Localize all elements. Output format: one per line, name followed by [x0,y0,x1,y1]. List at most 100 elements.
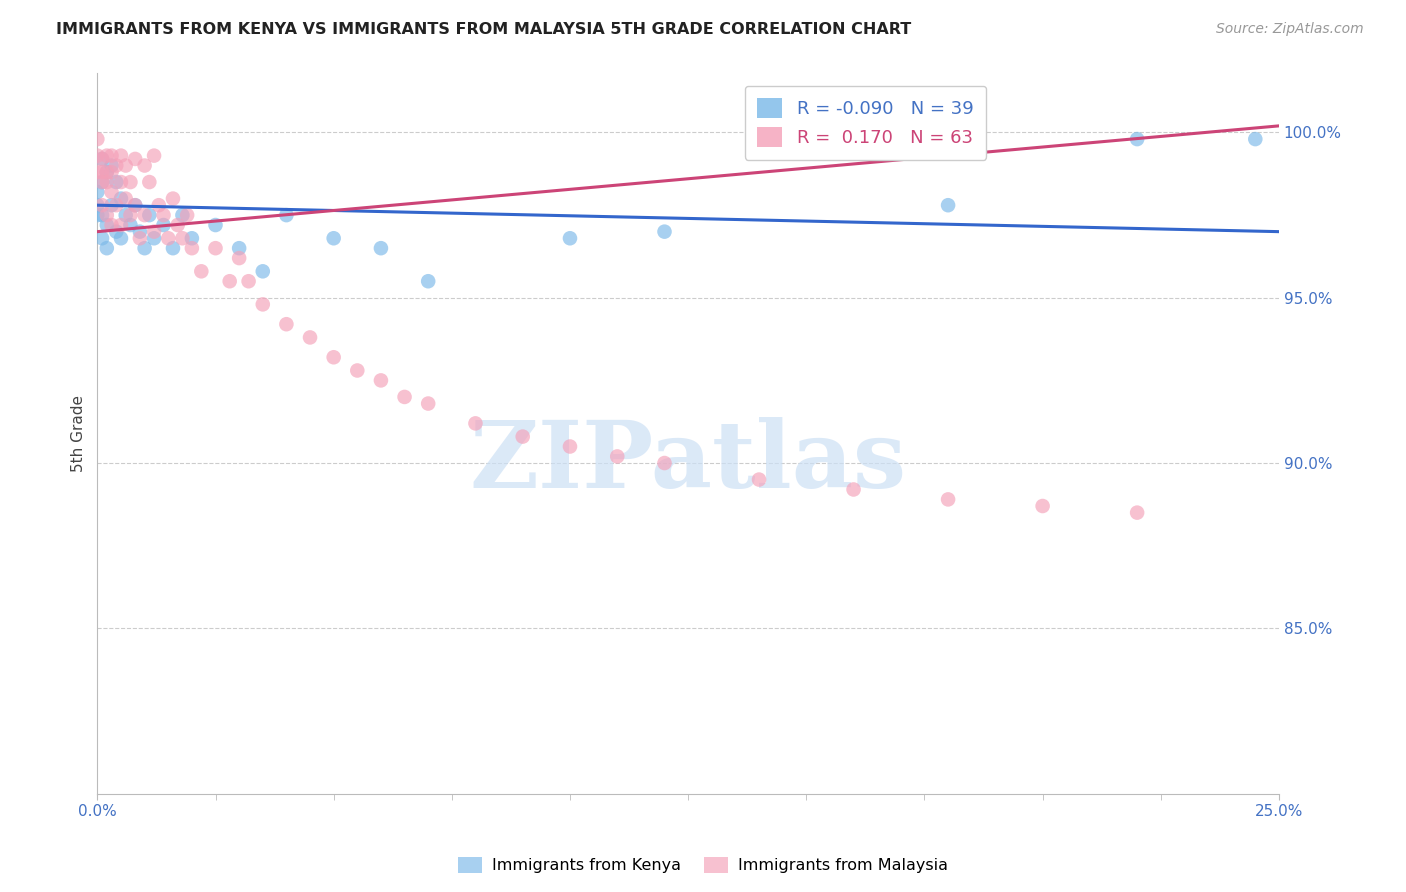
Point [86,148,108,162]
Point [138,208,160,222]
Legend: Immigrants from Kenya, Immigrants from Malaysia: Immigrants from Kenya, Immigrants from M… [451,850,955,880]
Point [96,241,118,255]
Point [143,148,166,162]
Point [180,231,202,245]
Point [134,241,156,255]
Point [936,198,959,212]
Point [166,218,188,232]
Point [128,231,150,245]
Point [654,225,676,239]
Point [748,473,770,487]
Point [86,185,108,199]
Point [91,152,114,166]
Point [110,175,132,189]
Point [1244,132,1267,146]
Point [558,440,581,454]
Point [512,429,534,443]
Point [96,218,118,232]
Point [110,218,132,232]
Point [96,148,118,162]
Legend: R = -0.090   N = 39, R =  0.170   N = 63: R = -0.090 N = 39, R = 0.170 N = 63 [745,86,987,160]
Point [418,274,440,288]
Point [152,208,174,222]
Point [110,148,132,162]
Point [322,231,344,245]
Point [105,225,128,239]
Point [91,175,114,189]
Point [96,175,118,189]
Point [276,317,298,331]
Point [143,225,166,239]
Point [370,241,392,255]
Point [114,192,136,206]
Point [172,231,194,245]
Point [128,225,150,239]
Point [120,208,142,222]
Point [134,208,156,222]
Point [124,198,146,212]
Point [114,208,136,222]
Point [228,241,250,255]
Point [204,241,226,255]
Point [464,417,486,431]
Point [100,148,122,162]
Point [606,450,628,464]
Point [86,208,108,222]
Point [110,192,132,206]
Point [418,396,440,410]
Point [654,456,676,470]
Point [114,159,136,173]
Text: IMMIGRANTS FROM KENYA VS IMMIGRANTS FROM MALAYSIA 5TH GRADE CORRELATION CHART: IMMIGRANTS FROM KENYA VS IMMIGRANTS FROM… [56,22,911,37]
Point [299,330,322,344]
Point [276,208,298,222]
Point [394,390,416,404]
Point [176,208,198,222]
Point [157,231,180,245]
Point [105,159,128,173]
Point [124,152,146,166]
Point [86,165,108,179]
Point [1126,506,1149,520]
Point [936,492,959,507]
Point [228,251,250,265]
Point [1126,132,1149,146]
Point [558,231,581,245]
Point [110,231,132,245]
Point [152,218,174,232]
Point [100,198,122,212]
Point [204,218,226,232]
Point [91,175,114,189]
Point [105,198,128,212]
Point [86,198,108,212]
Point [100,159,122,173]
Point [138,175,160,189]
Point [96,165,118,179]
Point [100,185,122,199]
Point [100,165,122,179]
Point [218,274,240,288]
Point [91,152,114,166]
Point [91,165,114,179]
Point [105,175,128,189]
Point [370,373,392,387]
Point [120,175,142,189]
Point [346,363,368,377]
Point [143,231,166,245]
Point [100,218,122,232]
Point [238,274,260,288]
Text: Source: ZipAtlas.com: Source: ZipAtlas.com [1216,22,1364,37]
Point [96,165,118,179]
Point [91,231,114,245]
Point [252,264,274,278]
Y-axis label: 5th Grade: 5th Grade [72,395,86,472]
Point [1032,499,1054,513]
Point [180,241,202,255]
Point [134,159,156,173]
Point [162,241,184,255]
Point [162,192,184,206]
Point [842,483,865,497]
Point [91,198,114,212]
Point [86,132,108,146]
Point [96,208,118,222]
Point [124,198,146,212]
